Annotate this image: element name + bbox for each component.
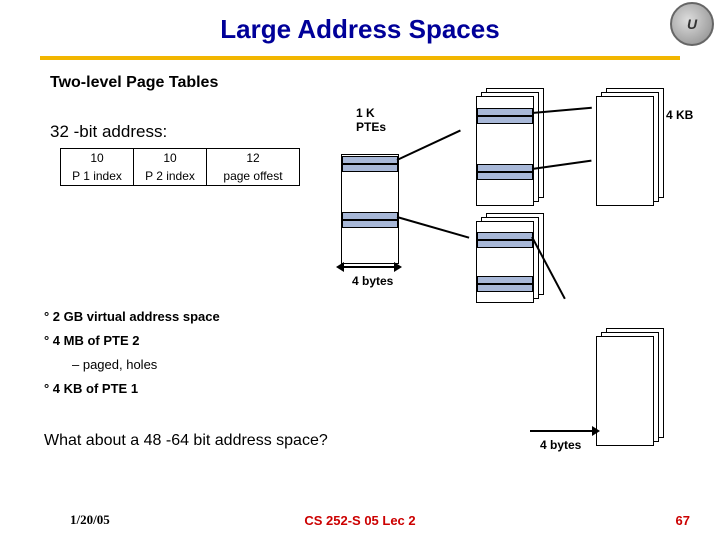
pte-entry	[477, 276, 533, 284]
title-rule	[40, 56, 680, 60]
footer-course: CS 252-S 05 Lec 2	[0, 513, 720, 528]
bytes2-label: 4 bytes	[540, 438, 581, 452]
bits-col-2: 12	[207, 149, 300, 168]
university-seal-icon: U	[670, 2, 714, 46]
pte-entry	[477, 172, 533, 180]
address-breakdown-table: 10 10 12 P 1 index P 2 index page offest	[60, 148, 300, 186]
arrow-right-icon	[592, 426, 600, 436]
name-col-1: P 2 index	[134, 167, 207, 186]
ptes-label: 1 K PTEs	[356, 106, 386, 134]
logo-letter: U	[687, 16, 697, 32]
pte-entry	[477, 240, 533, 248]
pte-entry	[477, 108, 533, 116]
pte-entry	[342, 220, 398, 228]
bytes2-arrow	[530, 430, 594, 432]
bits-col-1: 10	[134, 149, 207, 168]
bullet-subitem: – paged, holes	[44, 354, 220, 376]
connector	[397, 130, 461, 161]
bullet-item: ° 2 GB virtual address space	[44, 306, 220, 328]
pte-entry	[342, 156, 398, 164]
phys-page-2	[596, 336, 654, 446]
arrow-right-icon	[394, 262, 402, 272]
section-subtitle: Two-level Page Tables	[50, 74, 218, 92]
pte-entry	[477, 116, 533, 124]
pte-entry	[342, 212, 398, 220]
arrow-left-icon	[336, 262, 344, 272]
name-col-2: page offest	[207, 167, 300, 186]
pte-entry	[477, 232, 533, 240]
address-label: 32 -bit address:	[50, 122, 167, 142]
question-text: What about a 48 -64 bit address space?	[44, 432, 328, 450]
connector	[397, 216, 470, 239]
footer-page-number: 67	[676, 513, 690, 528]
page-title: Large Address Spaces	[0, 14, 720, 45]
bullet-list: ° 2 GB virtual address space ° 4 MB of P…	[44, 306, 220, 402]
bytes1-arrow	[342, 266, 396, 268]
pte-entry	[342, 164, 398, 172]
page-size-label: 4 KB	[666, 108, 693, 122]
pte-entry	[477, 164, 533, 172]
bullet-item: ° 4 MB of PTE 2	[44, 330, 220, 352]
phys-page-1	[596, 96, 654, 206]
name-col-0: P 1 index	[61, 167, 134, 186]
bytes1-label: 4 bytes	[352, 274, 393, 288]
bits-col-0: 10	[61, 149, 134, 168]
bullet-item: ° 4 KB of PTE 1	[44, 378, 220, 400]
pte-entry	[477, 284, 533, 292]
